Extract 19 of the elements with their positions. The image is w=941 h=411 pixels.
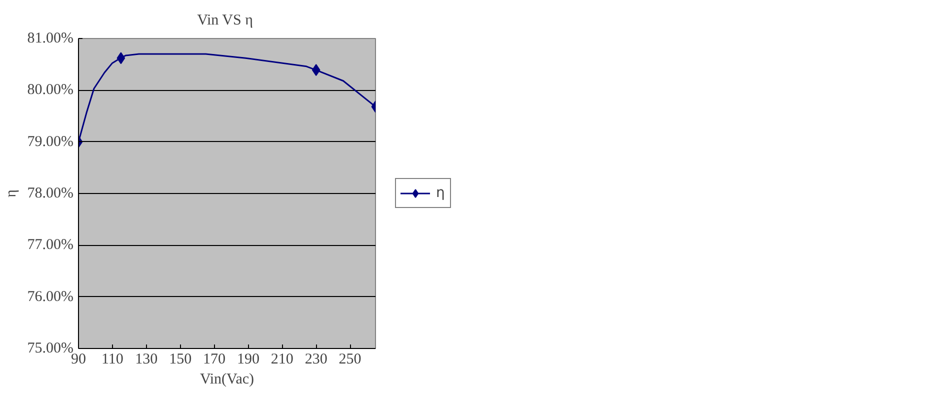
x-tick-label: 210 — [270, 352, 294, 368]
x-tick-label: 90 — [71, 352, 86, 368]
y-tick-label: 78.00% — [27, 186, 74, 202]
x-tick-label: 250 — [338, 352, 362, 368]
y-tick-label: 79.00% — [27, 134, 74, 150]
x-tick-label: 110 — [101, 352, 124, 368]
x-tick-label: 170 — [203, 352, 226, 368]
x-axis-title: Vin(Vac) — [200, 372, 254, 388]
y-tick-label: 80.00% — [27, 82, 74, 98]
y-tick-label: 77.00% — [27, 237, 74, 254]
y-tick-label: 81.00% — [27, 30, 74, 46]
legend-label: η — [436, 185, 446, 201]
x-tick-label: 190 — [236, 352, 260, 368]
chart-title: Vin VS η — [197, 12, 254, 28]
y-axis-title: η — [3, 189, 20, 198]
y-tick-label: 76.00% — [27, 288, 74, 305]
x-tick-label: 130 — [135, 352, 158, 368]
x-tick-label: 150 — [169, 352, 192, 368]
x-tick-label: 230 — [304, 352, 328, 368]
